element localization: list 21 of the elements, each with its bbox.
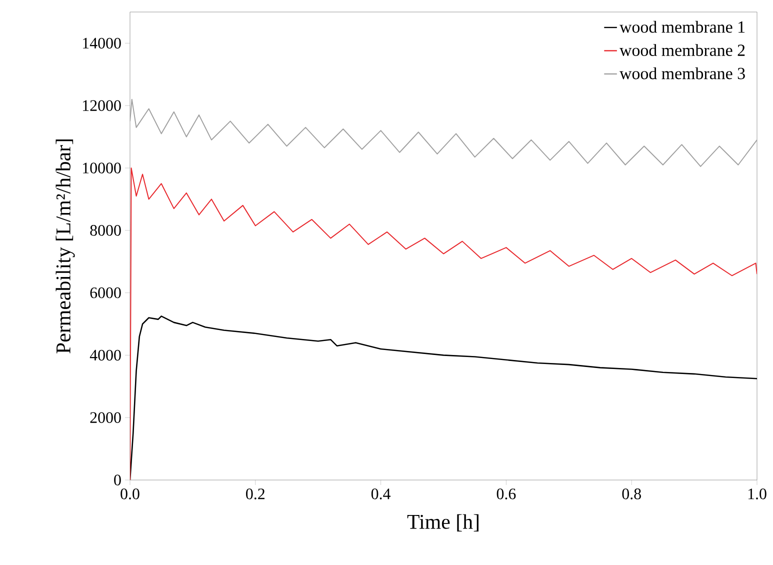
y-tick-label: 6000 [90, 287, 121, 298]
y-tick-label: 8000 [90, 225, 121, 236]
y-axis-title: Permeability [L/m²/h/bar] [56, 140, 75, 354]
x-tick-label: 1.0 [748, 488, 766, 500]
x-tick-label: 0.0 [120, 488, 140, 500]
legend-label: wood membrane 2 [620, 44, 745, 56]
y-tick-label: 10000 [83, 162, 121, 174]
y-tick-label: 4000 [90, 350, 121, 361]
x-axis-title: Time [h] [407, 514, 478, 532]
y-tick-label: 12000 [83, 100, 121, 111]
line-series [130, 167, 758, 480]
legend-label: wood membrane 1 [620, 20, 745, 33]
line-series [130, 98, 758, 167]
y-tick-label: 2000 [90, 412, 121, 423]
x-tick-label: 0.4 [371, 488, 391, 500]
x-tick-label: 0.6 [496, 488, 516, 500]
y-tick-label: 0 [114, 474, 121, 486]
x-tick-label: 0.8 [622, 488, 641, 500]
legend-label: wood membrane 3 [620, 67, 745, 80]
x-tick-label: 0.2 [246, 488, 264, 500]
y-tick-label: 14000 [83, 38, 121, 49]
